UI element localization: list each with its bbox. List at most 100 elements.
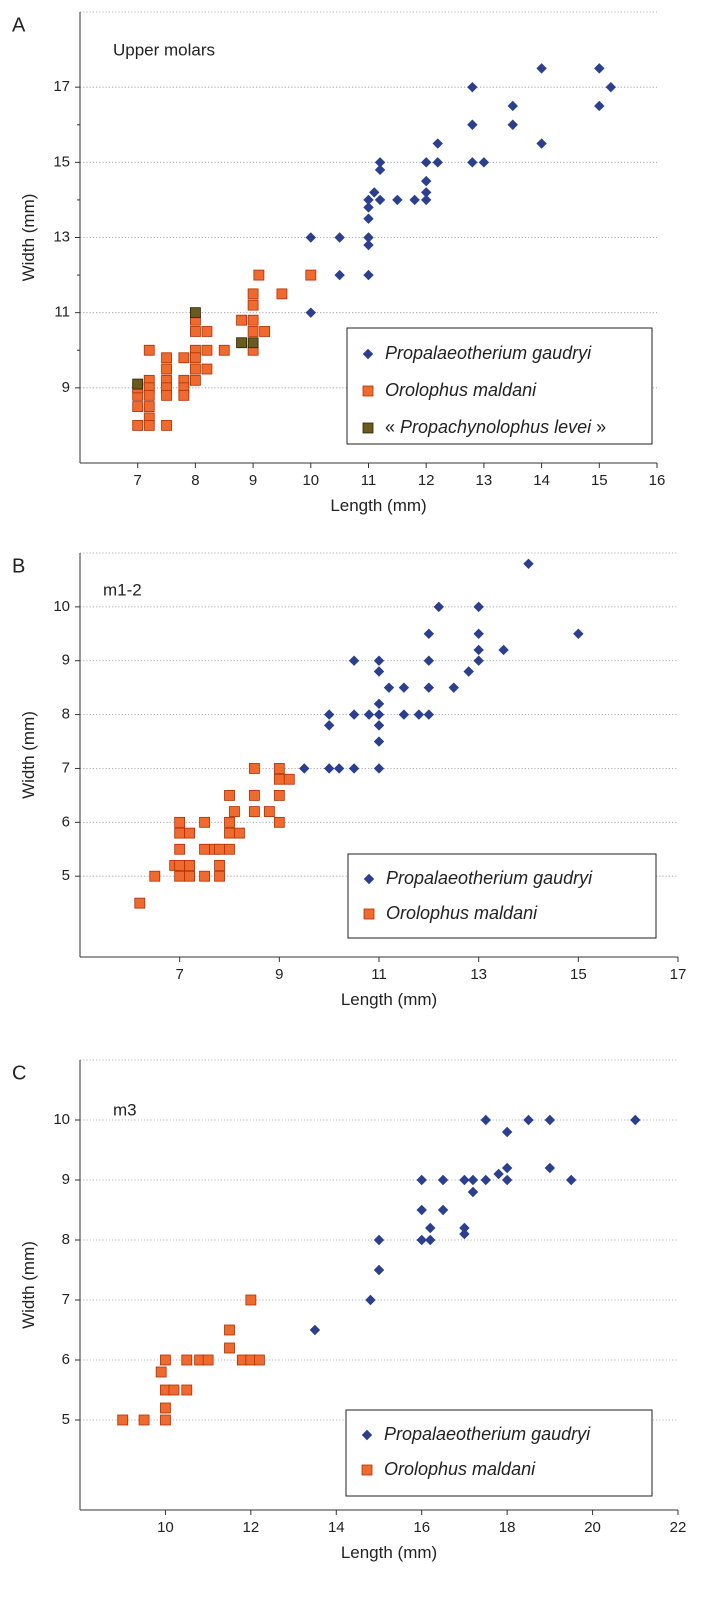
data-point xyxy=(566,1174,577,1186)
data-point xyxy=(433,601,444,613)
data-point xyxy=(425,1234,436,1246)
data-point xyxy=(178,389,190,401)
data-point xyxy=(467,1174,479,1186)
series-1-points xyxy=(132,269,317,431)
data-point xyxy=(323,709,335,720)
data-point xyxy=(467,119,478,130)
data-point xyxy=(363,194,374,206)
panel-letter: A xyxy=(12,14,26,36)
data-point xyxy=(459,1222,470,1234)
x-tick-label: 14 xyxy=(328,1519,345,1536)
series-0-points xyxy=(299,558,584,774)
data-point xyxy=(305,307,316,318)
data-point xyxy=(189,307,201,319)
data-point xyxy=(421,175,432,187)
data-point xyxy=(333,763,345,774)
data-point xyxy=(437,1174,449,1186)
x-tick-label: 13 xyxy=(476,472,493,489)
data-point xyxy=(498,644,509,656)
x-tick-label: 12 xyxy=(243,1519,260,1536)
data-point xyxy=(181,1354,193,1366)
gridlines xyxy=(80,1059,678,1421)
y-tick-label: 6 xyxy=(62,813,70,830)
data-point xyxy=(501,1162,513,1174)
data-point xyxy=(178,352,190,364)
y-axis-title: Width (mm) xyxy=(19,711,38,799)
panel-B: Bm1-2 5 6 7 8 9 10 7 9 11 13 15 17 Length (mm) Width (… xyxy=(12,552,686,1009)
data-point xyxy=(202,1354,214,1366)
data-point xyxy=(249,806,260,817)
legend-label: Orolophus maldani xyxy=(386,903,538,923)
x-tick-label: 10 xyxy=(157,1519,174,1536)
data-point xyxy=(363,213,374,224)
data-point xyxy=(373,666,385,677)
data-point xyxy=(143,389,155,401)
data-point xyxy=(594,63,605,74)
x-tick-label: 16 xyxy=(413,1519,430,1536)
y-axis-title: Width (mm) xyxy=(19,1241,38,1329)
data-point xyxy=(189,326,201,337)
legend-marker xyxy=(361,1464,373,1476)
panel-title: m1-2 xyxy=(103,580,142,599)
data-point xyxy=(473,601,484,613)
x-tick-label: 14 xyxy=(533,472,550,489)
data-point xyxy=(253,1354,265,1366)
data-point xyxy=(416,1204,427,1216)
legend-label: Propalaeotherium gaudryi xyxy=(386,868,593,888)
y-tick-label: 7 xyxy=(62,1291,70,1308)
data-point xyxy=(224,827,235,839)
data-point xyxy=(263,806,275,817)
data-point xyxy=(184,827,196,839)
data-point xyxy=(432,138,443,149)
data-point xyxy=(132,401,144,413)
x-tick-label: 10 xyxy=(302,472,319,489)
legend-marker xyxy=(362,422,374,434)
legend-label: Propalaeotherium gaudryi xyxy=(384,1424,591,1444)
data-point xyxy=(459,1228,470,1240)
y-tick-label: 9 xyxy=(62,379,70,396)
x-axis-title: Length (mm) xyxy=(341,990,437,1009)
data-point xyxy=(437,1204,449,1216)
legend-box xyxy=(346,327,653,445)
data-point xyxy=(523,558,534,569)
series-0-points xyxy=(305,63,617,318)
data-point xyxy=(544,1114,556,1126)
data-point xyxy=(573,628,584,639)
y-tick-label: 8 xyxy=(62,1231,70,1248)
data-point xyxy=(160,1414,171,1426)
data-point xyxy=(392,194,403,206)
data-point xyxy=(373,763,385,774)
x-tick-label: 7 xyxy=(134,472,142,489)
data-point xyxy=(432,157,443,168)
data-point xyxy=(143,401,155,413)
legend-box xyxy=(345,1409,653,1497)
data-point xyxy=(201,326,213,337)
data-point xyxy=(247,288,259,300)
data-point xyxy=(421,157,432,168)
data-point xyxy=(480,1114,491,1126)
panel-letter: B xyxy=(12,555,25,577)
data-point xyxy=(189,363,201,375)
data-point xyxy=(214,860,225,871)
x-tick-label: 12 xyxy=(418,472,435,489)
data-point xyxy=(236,337,247,349)
data-point xyxy=(149,870,161,882)
data-point xyxy=(273,773,285,785)
data-point xyxy=(160,1402,171,1414)
legend-label: Propalaeotherium gaudryi xyxy=(385,343,592,363)
x-axis-title: Length (mm) xyxy=(330,496,426,515)
data-point xyxy=(373,698,385,710)
data-point xyxy=(421,187,432,198)
data-point xyxy=(181,1384,193,1396)
x-tick-label: 15 xyxy=(570,966,587,983)
data-point xyxy=(161,352,172,364)
data-point xyxy=(224,1342,235,1354)
legend-marker xyxy=(363,873,375,885)
data-point xyxy=(373,1234,385,1246)
x-tick-label: 9 xyxy=(275,966,283,983)
data-point xyxy=(467,81,478,93)
data-point xyxy=(594,100,605,112)
series-0-points xyxy=(309,1114,641,1336)
y-tick-label: 5 xyxy=(62,867,70,884)
data-point xyxy=(423,709,435,720)
